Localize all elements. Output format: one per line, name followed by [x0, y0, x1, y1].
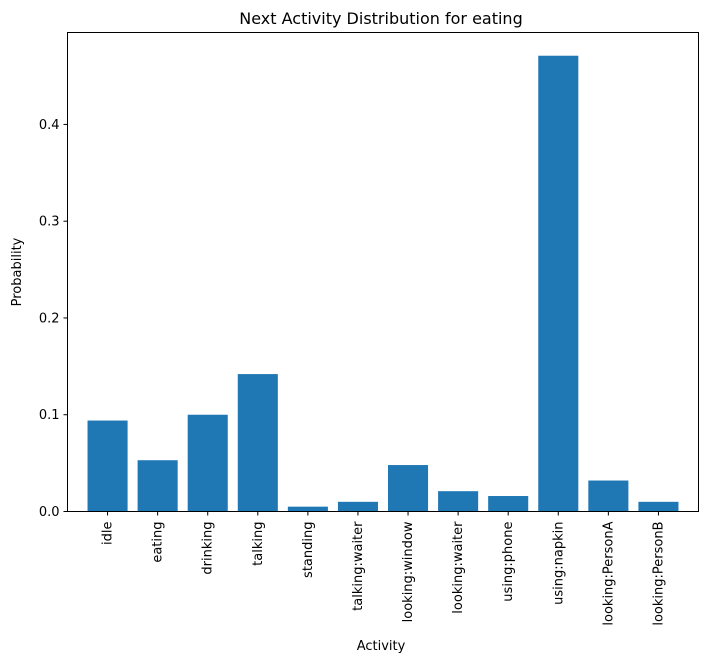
x-tick-label: looking:window [401, 521, 416, 622]
x-tick-label: looking:waiter [451, 521, 466, 614]
y-axis-ticks: 0.0 0.1 0.2 0.3 0.4 [39, 118, 68, 520]
bar-talking-waiter [337, 501, 378, 512]
bar-standing [287, 506, 328, 512]
x-axis-ticks: idle eating drinking talking standing talking… [101, 511, 666, 626]
bars-group [87, 55, 679, 512]
bar-talking [237, 374, 278, 512]
bar-looking-window [388, 465, 429, 512]
plot-frame [67, 32, 699, 512]
y-axis-label: Probability [10, 237, 25, 306]
bar-using-napkin [538, 55, 579, 512]
y-tick-label: 0.2 [39, 311, 60, 326]
x-tick-label: looking:PersonB [651, 522, 666, 626]
bar-looking-waiter [438, 491, 479, 512]
x-tick-label: using:napkin [551, 522, 566, 605]
x-axis-label: Activity [357, 639, 406, 654]
x-tick-label: standing [301, 522, 316, 578]
y-tick-label: 0.1 [39, 408, 60, 423]
x-tick-label: talking [251, 522, 266, 566]
x-tick-label: talking:waiter [351, 521, 366, 611]
x-tick-label: using:phone [501, 522, 516, 602]
y-tick-label: 0.0 [39, 505, 60, 520]
bar-looking-persona [588, 480, 629, 512]
bar-idle [87, 420, 128, 512]
x-tick-label: drinking [201, 522, 216, 575]
y-tick-label: 0.3 [39, 215, 60, 230]
bar-looking-personb [638, 501, 679, 512]
bar-eating [137, 460, 178, 512]
x-tick-label: looking:PersonA [601, 521, 616, 625]
bar-using-phone [488, 496, 529, 512]
x-tick-label: idle [101, 522, 116, 545]
x-tick-label: eating [151, 522, 166, 563]
bar-drinking [187, 414, 228, 512]
chart-title: Next Activity Distribution for eating [239, 9, 522, 28]
y-tick-label: 0.4 [39, 118, 60, 133]
